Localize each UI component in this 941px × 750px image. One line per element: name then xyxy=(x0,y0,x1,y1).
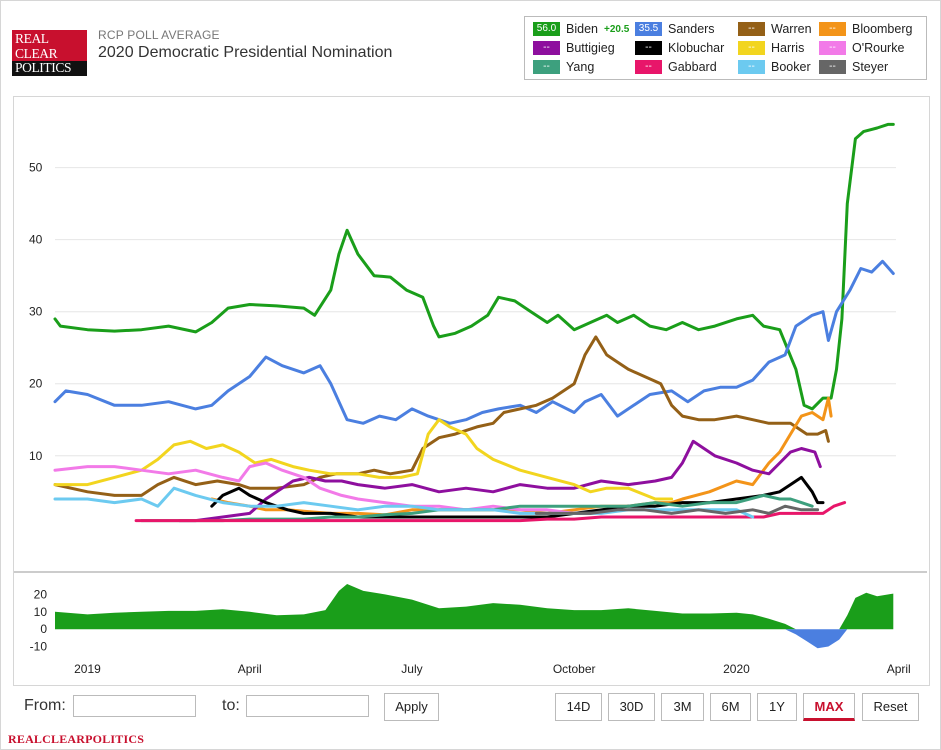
series-line-harris xyxy=(53,418,674,501)
legend-item-steyer[interactable]: -- Steyer xyxy=(819,58,888,76)
legend-value-box: 56.0 xyxy=(533,22,560,36)
legend-item-buttigieg[interactable]: -- Buttigieg xyxy=(533,39,615,57)
logo-line-2: CLEAR xyxy=(15,45,58,61)
legend-item-bloomberg[interactable]: -- Bloomberg xyxy=(819,20,912,38)
legend-spread: +20.5 xyxy=(603,23,630,35)
range-1y-button[interactable]: 1Y xyxy=(757,693,797,721)
x-tick-label: October xyxy=(553,662,596,676)
range-6m-button[interactable]: 6M xyxy=(710,693,751,721)
from-date-input[interactable] xyxy=(73,695,196,717)
legend-value-box: -- xyxy=(738,22,765,36)
legend-label: Klobuchar xyxy=(668,41,725,55)
rcp-logo[interactable]: REAL CLEAR POLITICS xyxy=(12,30,87,76)
y-tick-label: 10 xyxy=(29,449,43,463)
to-label: to: xyxy=(222,697,240,714)
legend-label: Warren xyxy=(771,22,812,36)
from-label: From: xyxy=(24,697,66,714)
spread-y-tick-label: 0 xyxy=(40,622,47,636)
y-tick-label: 50 xyxy=(29,161,43,175)
logo-line-1: REAL xyxy=(15,31,49,46)
to-date-input[interactable] xyxy=(246,695,369,717)
y-tick-label: 30 xyxy=(29,305,43,319)
legend-item-booker[interactable]: -- Booker xyxy=(738,58,811,76)
legend-item-klobuchar[interactable]: -- Klobuchar xyxy=(635,39,724,57)
legend-value-box: 35.5 xyxy=(635,22,662,36)
legend-label: Gabbard xyxy=(668,60,717,74)
series-line-biden xyxy=(53,122,895,411)
legend-item-harris[interactable]: -- Harris xyxy=(738,39,804,57)
x-tick-label: July xyxy=(401,662,422,676)
series-line-sanders xyxy=(53,259,895,425)
x-tick-label: April xyxy=(238,662,262,676)
spread-area-sanders xyxy=(55,629,894,649)
series-line-klobuchar xyxy=(210,475,825,519)
series-line-gabbard xyxy=(134,501,847,523)
legend-label: Yang xyxy=(566,60,595,74)
range-30d-button[interactable]: 30D xyxy=(608,693,655,721)
legend-item-yang[interactable]: -- Yang xyxy=(533,58,594,76)
legend-label: Steyer xyxy=(852,60,889,74)
legend-value-box: -- xyxy=(738,41,765,55)
series-line-orourke xyxy=(53,461,592,515)
legend-item-warren[interactable]: -- Warren xyxy=(738,20,812,38)
spread-y-tick-label: 10 xyxy=(34,605,48,619)
range-3m-button[interactable]: 3M xyxy=(661,693,704,721)
legend-label: Buttigieg xyxy=(566,41,615,55)
legend-item-sanders[interactable]: 35.5 Sanders xyxy=(635,20,715,38)
legend: 56.0 Biden +20.5 35.5 Sanders -- Warren -- Bloom… xyxy=(524,16,927,80)
legend-label: Booker xyxy=(771,60,811,74)
series-line-buttigieg xyxy=(177,439,822,523)
legend-value-box: -- xyxy=(819,41,846,55)
chart-subtitle: RCP POLL AVERAGE xyxy=(98,28,220,42)
reset-button[interactable]: Reset xyxy=(862,693,919,721)
range-max-button[interactable]: MAX xyxy=(803,693,855,721)
x-tick-label: April xyxy=(887,662,911,676)
y-tick-label: 40 xyxy=(29,233,43,247)
series-line-bloomberg xyxy=(210,396,833,517)
legend-label: Harris xyxy=(771,41,805,55)
legend-value-box: -- xyxy=(738,60,765,74)
spread-area-biden xyxy=(55,584,894,630)
chart-title: 2020 Democratic Presidential Nomination xyxy=(98,44,393,61)
legend-label: O'Rourke xyxy=(852,41,905,55)
spread-y-tick-label: -10 xyxy=(30,640,48,654)
range-14d-button[interactable]: 14D xyxy=(555,693,602,721)
series-line-steyer xyxy=(534,504,820,515)
chart-svg: 10 20 30 40 50 -10 0 10 20 2019 April July October 20… xyxy=(14,122,927,676)
logo-line-3: POLITICS xyxy=(12,60,87,76)
y-tick-label: 20 xyxy=(29,377,43,391)
legend-value-box: -- xyxy=(819,22,846,36)
series-line-warren xyxy=(53,335,830,497)
legend-item-biden[interactable]: 56.0 Biden +20.5 xyxy=(533,20,629,38)
apply-button[interactable]: Apply xyxy=(384,693,439,721)
legend-value-box: -- xyxy=(533,60,560,74)
legend-label: Sanders xyxy=(668,22,715,36)
legend-value-box: -- xyxy=(533,41,560,55)
chart-area xyxy=(13,96,930,686)
legend-label: Biden xyxy=(566,22,598,36)
spread-y-tick-label: 20 xyxy=(34,587,48,601)
date-range-controls: From: to: Apply 14D 30D 3M 6M 1Y MAX Res… xyxy=(0,690,941,730)
legend-item-orourke[interactable]: -- O'Rourke xyxy=(819,39,904,57)
legend-value-box: -- xyxy=(819,60,846,74)
legend-item-gabbard[interactable]: -- Gabbard xyxy=(635,58,717,76)
legend-label: Bloomberg xyxy=(852,22,913,36)
legend-value-box: -- xyxy=(635,41,662,55)
footer-brand[interactable]: REALCLEARPOLITICS xyxy=(8,732,145,746)
x-tick-label: 2019 xyxy=(74,662,101,676)
x-tick-label: 2020 xyxy=(723,662,750,676)
legend-value-box: -- xyxy=(635,60,662,74)
